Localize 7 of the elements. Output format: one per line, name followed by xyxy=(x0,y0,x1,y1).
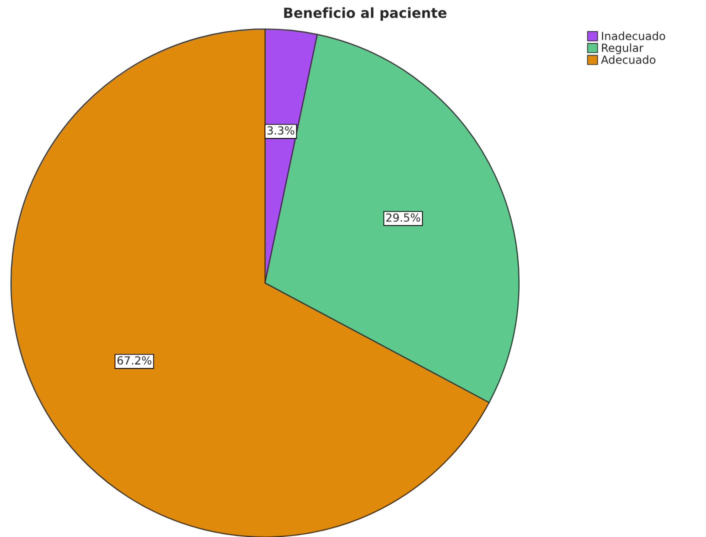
data-label: 67.2% xyxy=(117,356,152,365)
data-label: 3.3% xyxy=(268,126,294,135)
chart-title: Beneficio al paciente xyxy=(284,7,446,21)
data-label: 29.5% xyxy=(386,213,420,222)
legend-label: Adecuado xyxy=(600,55,656,64)
legend-label: Regular xyxy=(602,43,644,54)
legend-label: Inadecuado xyxy=(602,32,666,40)
